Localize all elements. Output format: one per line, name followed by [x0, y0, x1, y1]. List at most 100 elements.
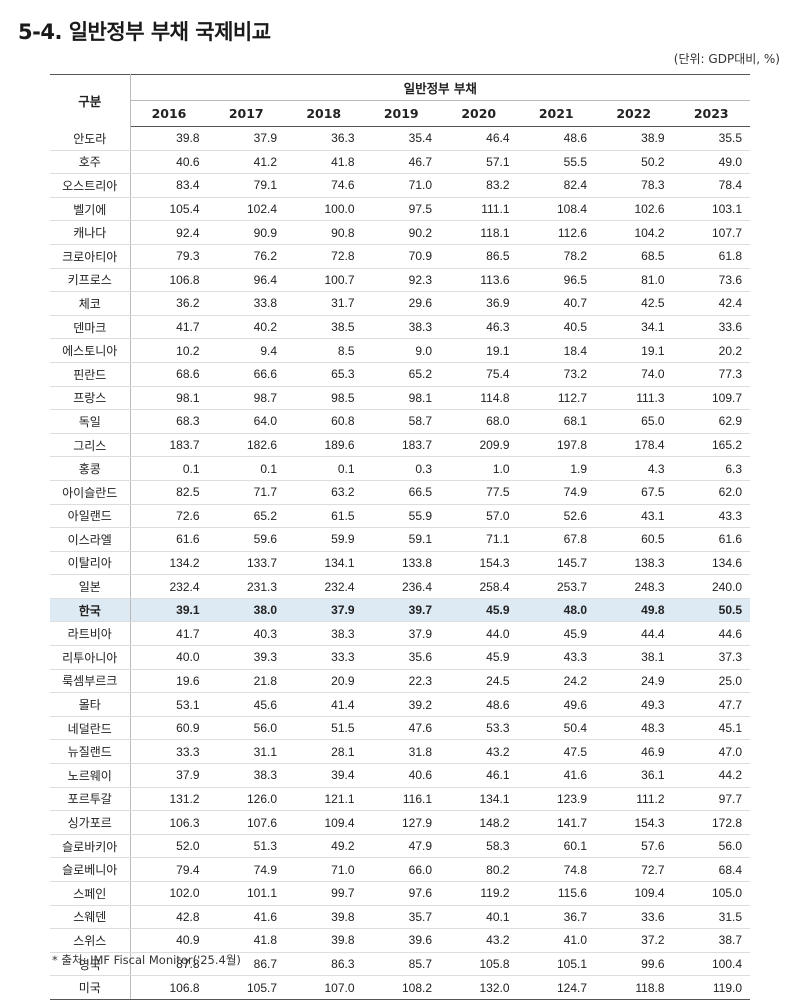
debt-value-cell: 50.5 [672, 598, 750, 623]
debt-value-cell: 33.3 [285, 645, 363, 670]
debt-value-cell: 41.7 [130, 621, 208, 647]
table-row: 몰타 53.1 45.6 41.4 39.2 48.6 49.6 49.3 47.7 [50, 692, 750, 717]
debt-value-cell: 111.2 [595, 787, 673, 812]
debt-value-cell: 62.0 [672, 480, 750, 505]
country-name: 이스라엘 [50, 527, 131, 552]
debt-value-cell: 138.3 [595, 551, 673, 576]
debt-value-cell: 82.4 [517, 173, 595, 198]
debt-value-cell: 127.9 [362, 810, 440, 835]
debt-value-cell: 46.4 [440, 126, 518, 151]
table-row: 아이슬란드 82.5 71.7 63.2 66.5 77.5 74.9 67.5 62.0 [50, 480, 750, 505]
debt-value-cell: 105.7 [207, 975, 285, 1000]
debt-value-cell: 232.4 [130, 574, 208, 599]
debt-value-cell: 20.9 [285, 669, 363, 694]
debt-value-cell: 72.7 [595, 857, 673, 882]
debt-value-cell: 6.3 [672, 456, 750, 481]
debt-value-cell: 154.3 [440, 551, 518, 576]
row-header: 구분 [50, 74, 131, 127]
table-row: 일본 232.4 231.3 232.4 236.4 258.4 253.7 248.3 240… [50, 574, 750, 599]
debt-value-cell: 90.2 [362, 220, 440, 245]
year-header: 2021 [517, 100, 595, 127]
debt-value-cell: 41.0 [517, 928, 595, 953]
year-header: 2019 [362, 100, 440, 127]
debt-value-cell: 87.8 [130, 952, 208, 977]
debt-value-cell: 109.4 [595, 881, 673, 906]
debt-value-cell: 45.1 [672, 716, 750, 741]
debt-value-cell: 141.7 [517, 810, 595, 835]
debt-value-cell: 45.9 [440, 598, 518, 623]
country-name: 슬로바키아 [50, 834, 131, 859]
debt-value-cell: 42.8 [130, 905, 208, 930]
year-header: 2020 [440, 100, 518, 127]
debt-value-cell: 4.3 [595, 456, 673, 481]
debt-value-cell: 124.7 [517, 975, 595, 1000]
debt-value-cell: 52.0 [130, 834, 208, 859]
country-name: 안도라 [50, 126, 131, 151]
debt-value-cell: 100.4 [672, 952, 750, 977]
debt-value-cell: 38.1 [595, 645, 673, 670]
debt-value-cell: 0.3 [362, 456, 440, 481]
country-name: 몰타 [50, 692, 131, 717]
debt-value-cell: 189.6 [285, 433, 363, 458]
debt-value-cell: 47.5 [517, 739, 595, 765]
debt-value-cell: 47.6 [362, 716, 440, 741]
year-header: 2017 [207, 100, 285, 127]
table-row: 이탈리아 134.2 133.7 134.1 133.8 154.3 145.7 138.3 1… [50, 551, 750, 576]
debt-value-cell: 77.5 [440, 480, 518, 505]
debt-value-cell: 72.6 [130, 504, 208, 529]
debt-value-cell: 18.4 [517, 338, 595, 363]
debt-value-cell: 90.9 [207, 220, 285, 245]
debt-value-cell: 66.6 [207, 362, 285, 387]
debt-value-cell: 72.8 [285, 244, 363, 269]
debt-value-cell: 134.2 [130, 551, 208, 576]
debt-value-cell: 35.6 [362, 645, 440, 670]
debt-value-cell: 46.1 [440, 763, 518, 788]
table-row: 스페인 102.0 101.1 99.7 97.6 119.2 115.6 109.4 105.… [50, 881, 750, 906]
debt-value-cell: 40.0 [130, 645, 208, 670]
debt-value-cell: 78.2 [517, 244, 595, 269]
debt-value-cell: 134.6 [672, 551, 750, 576]
debt-value-cell: 44.0 [440, 621, 518, 647]
debt-value-cell: 33.6 [672, 315, 750, 340]
debt-value-cell: 43.3 [672, 504, 750, 529]
debt-value-cell: 49.0 [672, 150, 750, 175]
debt-value-cell: 35.5 [672, 126, 750, 151]
debt-value-cell: 39.8 [285, 928, 363, 953]
debt-value-cell: 78.4 [672, 173, 750, 198]
debt-value-cell: 56.0 [672, 834, 750, 859]
debt-value-cell: 71.0 [285, 857, 363, 882]
table-row: 이스라엘 61.6 59.6 59.9 59.1 71.1 67.8 60.5 61.6 [50, 527, 750, 552]
debt-value-cell: 107.0 [285, 975, 363, 1000]
year-header: 2018 [285, 100, 363, 127]
debt-value-cell: 76.2 [207, 244, 285, 269]
debt-value-cell: 40.7 [517, 291, 595, 316]
debt-value-cell: 106.3 [130, 810, 208, 835]
debt-value-cell: 60.1 [517, 834, 595, 859]
debt-value-cell: 48.6 [440, 692, 518, 717]
debt-value-cell: 36.9 [440, 291, 518, 316]
debt-value-cell: 231.3 [207, 574, 285, 599]
debt-value-cell: 68.5 [595, 244, 673, 269]
debt-value-cell: 20.2 [672, 338, 750, 363]
debt-value-cell: 83.4 [130, 173, 208, 198]
table-row: 홍콩 0.1 0.1 0.1 0.3 1.0 1.9 4.3 6.3 [50, 456, 750, 481]
debt-value-cell: 38.9 [595, 126, 673, 151]
debt-value-cell: 68.3 [130, 409, 208, 434]
debt-value-cell: 0.1 [285, 456, 363, 481]
country-name: 에스토니아 [50, 338, 131, 363]
debt-value-cell: 126.0 [207, 787, 285, 812]
debt-value-cell: 47.7 [672, 692, 750, 717]
table-row: 리투아니아 40.0 39.3 33.3 35.6 45.9 43.3 38.1 37.3 [50, 645, 750, 670]
debt-value-cell: 108.4 [517, 197, 595, 222]
debt-value-cell: 37.3 [672, 645, 750, 670]
debt-value-cell: 44.6 [672, 621, 750, 647]
debt-value-cell: 83.2 [440, 173, 518, 198]
debt-value-cell: 118.1 [440, 220, 518, 245]
debt-value-cell: 38.3 [285, 621, 363, 647]
debt-value-cell: 37.9 [362, 621, 440, 647]
table-body: 안도라 39.8 37.9 36.3 35.4 46.4 48.6 38.9 35.5 호주 40.… [50, 126, 750, 1000]
debt-value-cell: 53.3 [440, 716, 518, 741]
debt-value-cell: 86.3 [285, 952, 363, 977]
debt-value-cell: 40.3 [207, 621, 285, 647]
debt-value-cell: 98.5 [285, 386, 363, 411]
